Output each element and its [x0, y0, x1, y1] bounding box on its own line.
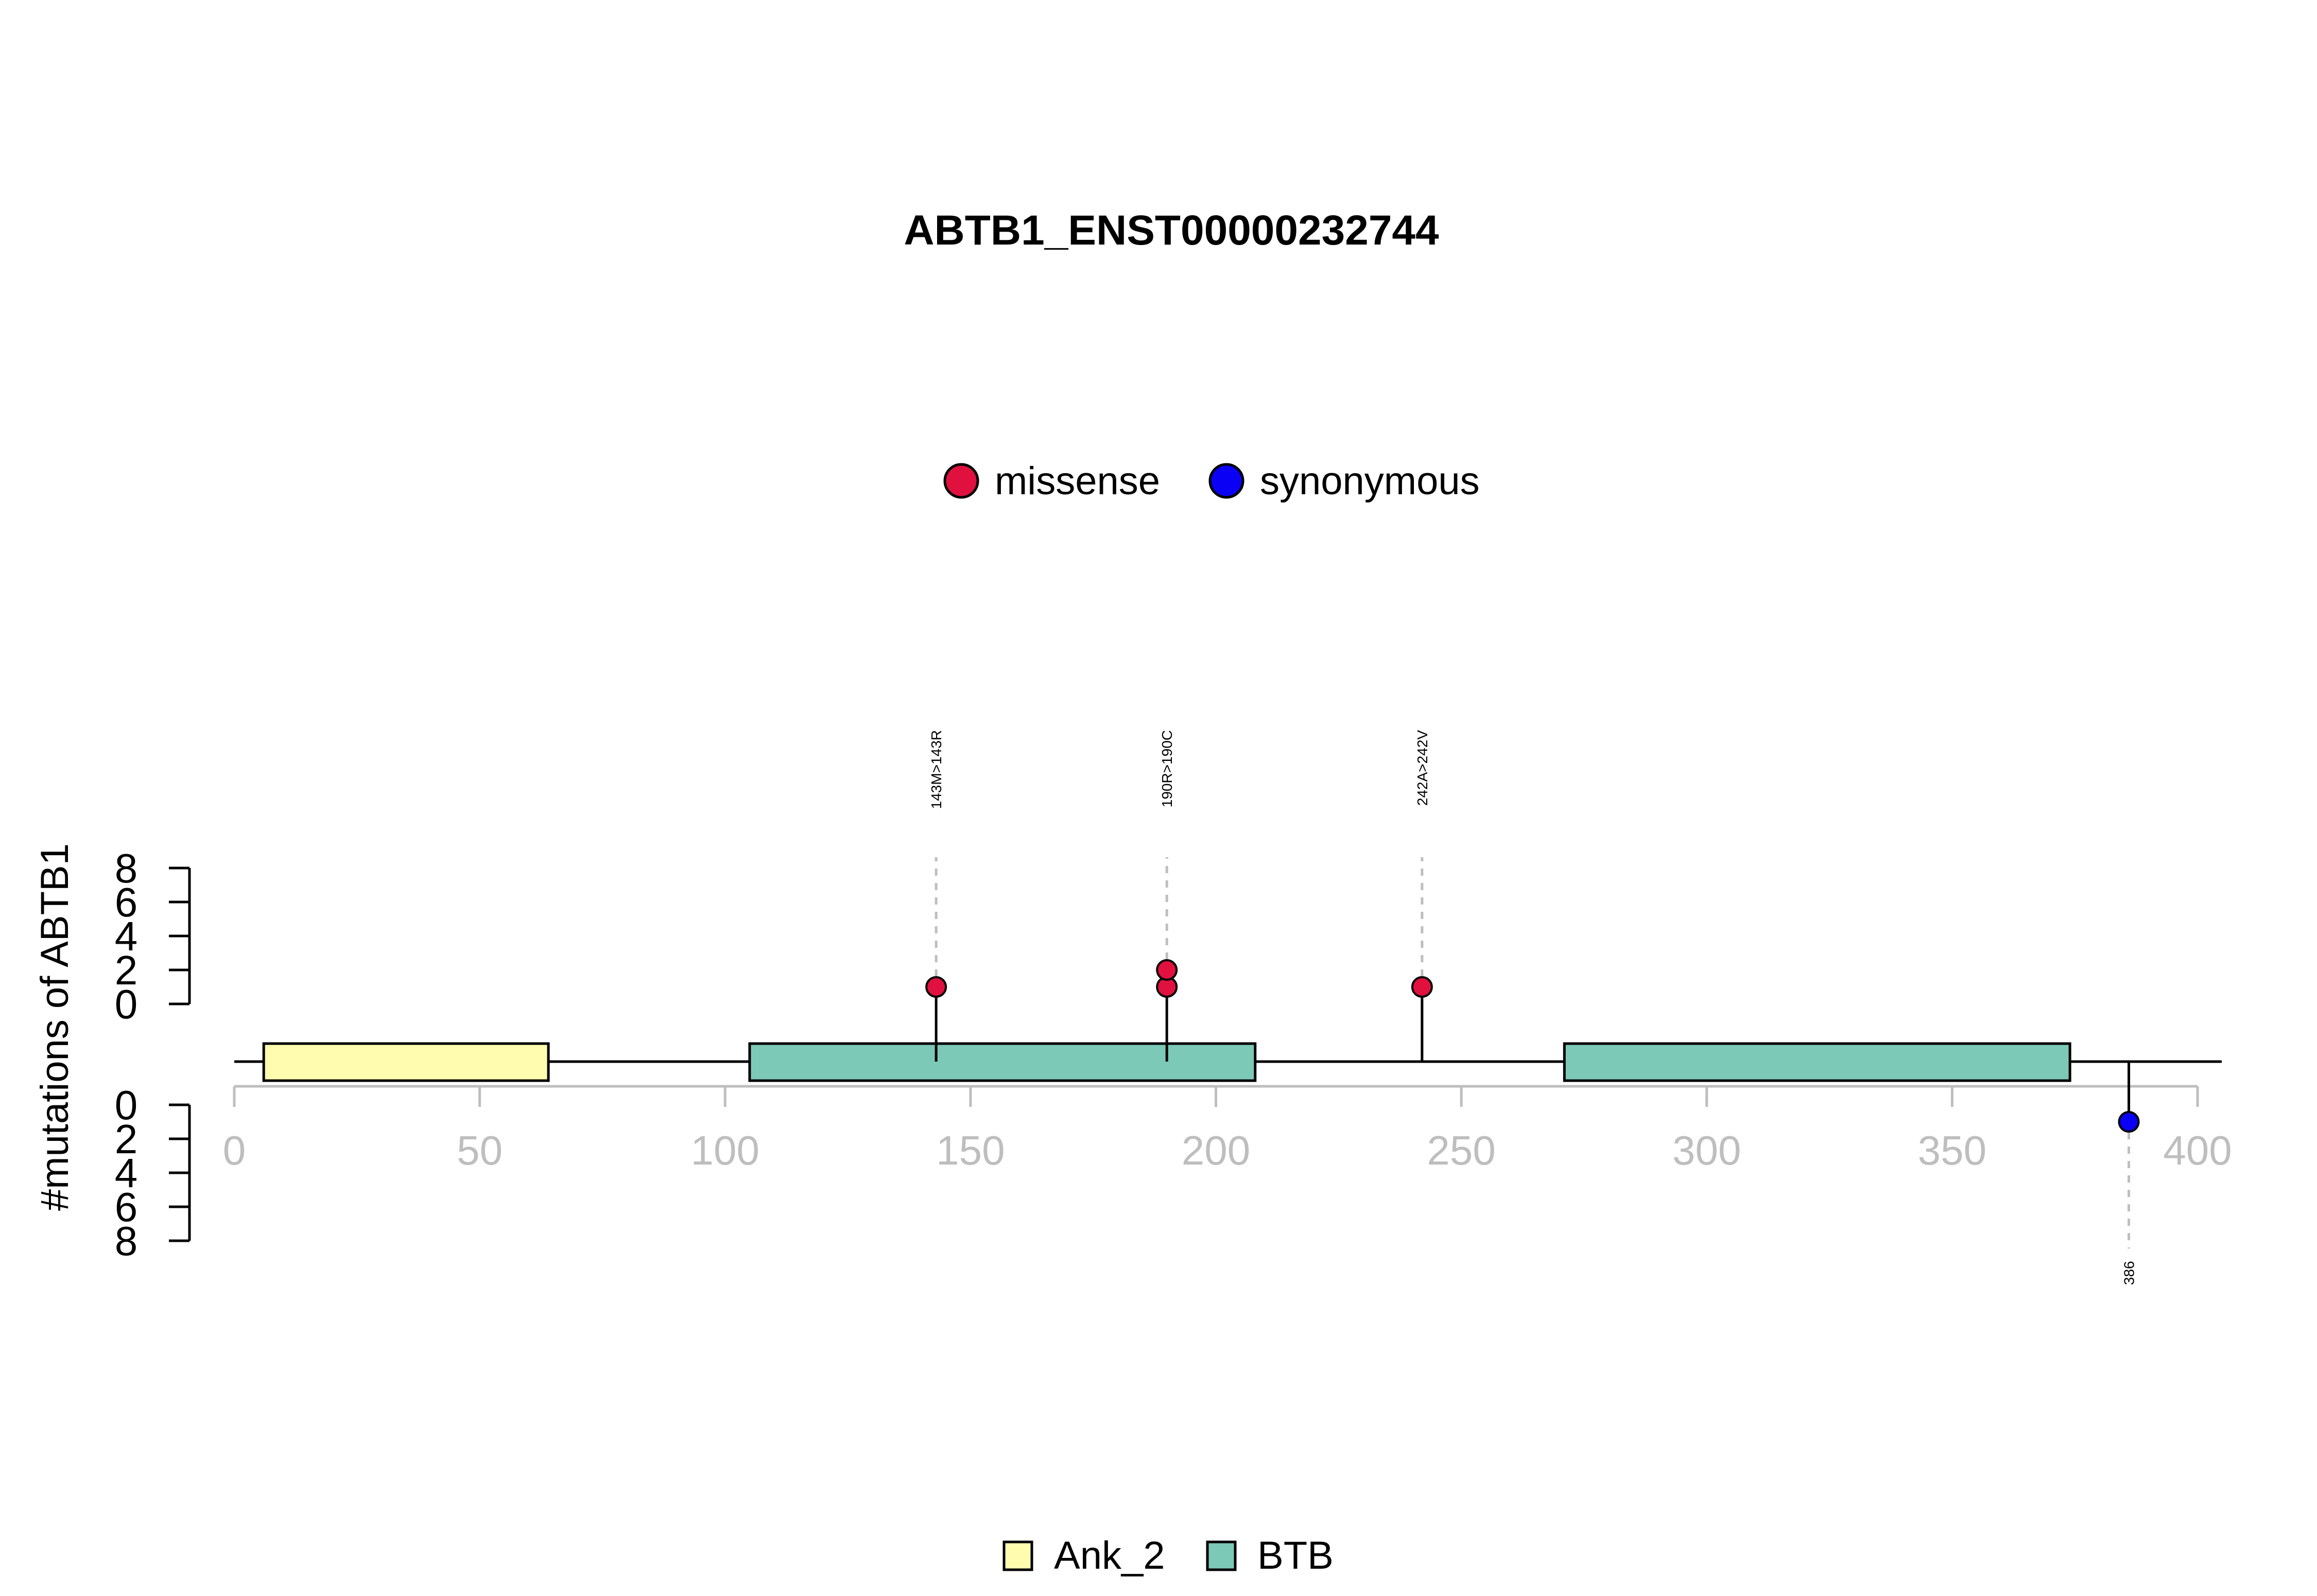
- mutation-label-386: 386: [2121, 1261, 2137, 1285]
- y-axis-label: #mutations of ABTB1: [33, 843, 77, 1211]
- x-tick-label-50: 50: [457, 1127, 503, 1173]
- legend-label-synonymous: synonymous: [1260, 459, 1480, 503]
- mutation-lollipops: 143M>143R 190R>190C 242A>242V 386: [925, 730, 2140, 1285]
- legend-marker-synonymous: [1208, 463, 1244, 499]
- chart-title: ABTB1_ENST00000232744: [904, 207, 1439, 254]
- y-lower-tick-label-2: 2: [115, 1116, 138, 1162]
- legend-swatch-BTB: [1206, 1540, 1237, 1571]
- domain-Ank_2-0: [262, 1042, 550, 1082]
- protein-domains: [262, 1042, 2071, 1082]
- domain-legend: Ank_2 BTB: [1002, 1534, 1334, 1577]
- legend-label-missense: missense: [995, 459, 1160, 503]
- mutation-label-143: 143M>143R: [928, 730, 944, 809]
- point-190-2: [1156, 959, 1178, 981]
- x-tick-label-100: 100: [691, 1127, 759, 1173]
- mutation-label-190: 190R>190C: [1159, 730, 1175, 807]
- mutation-legend: missense synonymous: [943, 459, 1480, 503]
- point-143-1: [925, 976, 947, 998]
- domain-BTB-1: [748, 1042, 1257, 1082]
- x-tick-label-150: 150: [936, 1127, 1005, 1173]
- y-lower-tick-label-0: 0: [115, 1082, 138, 1128]
- x-tick-label-400: 400: [2163, 1127, 2232, 1173]
- legend-label-BTB: BTB: [1257, 1534, 1334, 1577]
- point-386-1: [2118, 1111, 2140, 1133]
- point-242-1: [1411, 976, 1433, 998]
- x-tick-label-300: 300: [1672, 1127, 1741, 1173]
- x-tick-label-350: 350: [1918, 1127, 1986, 1173]
- legend-swatch-Ank_2: [1002, 1540, 1033, 1571]
- legend-marker-missense: [943, 463, 979, 499]
- x-tick-label-200: 200: [1182, 1127, 1250, 1173]
- y-upper-tick-label-8: 8: [115, 845, 138, 891]
- y-lower-tick-label-8: 8: [115, 1218, 138, 1264]
- mutation-label-242: 242A>242V: [1414, 730, 1430, 806]
- x-tick-label-250: 250: [1427, 1127, 1495, 1173]
- y-lower-tick-label-6: 6: [115, 1184, 138, 1230]
- y-upper-tick-label-4: 4: [115, 913, 138, 959]
- legend-label-Ank_2: Ank_2: [1054, 1534, 1165, 1577]
- y-lower-tick-label-4: 4: [115, 1150, 138, 1196]
- y-upper-tick-label-0: 0: [115, 981, 138, 1027]
- y-upper-tick-label-6: 6: [115, 879, 138, 925]
- domain-BTB-2: [1563, 1042, 2071, 1082]
- x-tick-label-0: 0: [223, 1127, 246, 1173]
- y-upper-tick-label-2: 2: [115, 947, 138, 993]
